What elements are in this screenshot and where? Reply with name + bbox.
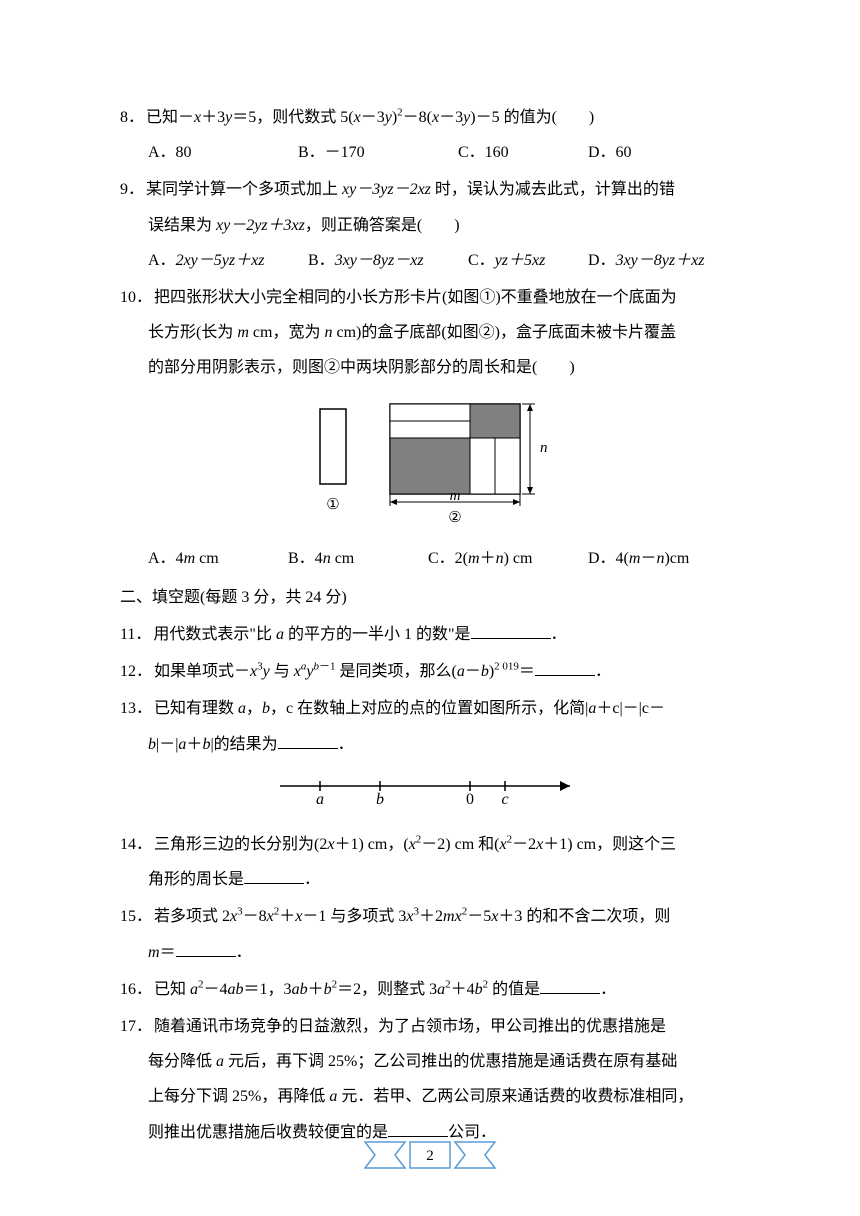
page-footer: 2 <box>360 1137 500 1186</box>
q15-text: 若多项式 2x3－8x2＋x－1 与多项式 3x3＋2mx2－5x＋3 的和不含… <box>154 899 740 934</box>
q14-number: 14． <box>120 827 152 862</box>
fig-label-1: ① <box>326 497 339 513</box>
q9-opt-b: B．3xy－8yz－xz <box>308 243 468 278</box>
q9-text: 某同学计算一个多项式加上 xy－3yz－2xz 时，误认为减去此式，计算出的错 <box>146 172 740 207</box>
q9-line2: 误结果为 xy－2yz＋3xz，则正确答案是( ) <box>120 208 740 243</box>
question-13: 13． 已知有理数 a，b，c 在数轴上对应的点的位置如图所示，化简|a＋c|－… <box>120 691 740 819</box>
q10-line1: 把四张形状大小完全相同的小长方形卡片(如图①)不重叠地放在一个底面为 <box>154 280 740 315</box>
svg-text:n: n <box>540 440 548 456</box>
q16-number: 16． <box>120 972 152 1007</box>
q17-number: 17． <box>120 1009 152 1044</box>
q15-number: 15． <box>120 899 152 934</box>
q10-figure: ① m <box>120 394 740 537</box>
q10-diagram-svg: ① m <box>290 394 570 524</box>
q8-opt-a: A．80 <box>148 135 298 170</box>
svg-text:b: b <box>376 791 384 806</box>
question-16: 16． 已知 a2－4ab＝1，3ab＋b2＝2，则整式 3a2＋4b2 的值是… <box>120 972 740 1007</box>
q10-line3: 的部分用阴影表示，则图②中两块阴影部分的周长和是( ) <box>120 350 740 385</box>
q9-number: 9． <box>120 172 144 207</box>
q10-line2: 长方形(长为 m cm，宽为 n cm)的盒子底部(如图②)，盒子底面未被卡片覆… <box>120 315 740 350</box>
q8-opt-b: B．－170 <box>298 135 458 170</box>
q14-text: 三角形三边的长分别为(2x＋1) cm，(x2－2) cm 和(x2－2x＋1)… <box>154 827 740 862</box>
question-10: 10． 把四张形状大小完全相同的小长方形卡片(如图①)不重叠地放在一个底面为 长… <box>120 280 740 576</box>
q10-opt-d: D．4(m－n)cm <box>588 541 689 576</box>
q10-opt-b: B．4n cm <box>288 541 428 576</box>
question-15: 15． 若多项式 2x3－8x2＋x－1 与多项式 3x3＋2mx2－5x＋3 … <box>120 899 740 969</box>
q16-text: 已知 a2－4ab＝1，3ab＋b2＝2，则整式 3a2＋4b2 的值是． <box>154 972 740 1007</box>
svg-text:m: m <box>450 488 461 504</box>
number-line-svg: a b 0 c <box>270 766 590 806</box>
blank-field <box>471 623 551 639</box>
question-12: 12． 如果单项式－x3y 与 xayb－1 是同类项，那么(a－b)2 019… <box>120 654 740 689</box>
blank-field <box>535 660 595 676</box>
fig-label-2: ② <box>448 510 461 524</box>
blank-field <box>176 941 236 957</box>
question-9: 9． 某同学计算一个多项式加上 xy－3yz－2xz 时，误认为减去此式，计算出… <box>120 172 740 278</box>
question-8: 8． 已知－x＋3y＝5，则代数式 5(x－3y)2－8(x－3y)－5 的值为… <box>120 100 740 170</box>
svg-text:0: 0 <box>466 791 474 806</box>
section-2-title: 二、填空题(每题 3 分，共 24 分) <box>120 580 740 615</box>
q10-number: 10． <box>120 280 152 315</box>
q8-opt-d: D．60 <box>588 135 718 170</box>
question-17: 17． 随着通讯市场竞争的日益激烈，为了占领市场，甲公司推出的优惠措施是 每分降… <box>120 1009 740 1150</box>
q10-options: A．4m cm B．4n cm C．2(m＋n) cm D．4(m－n)cm <box>120 541 740 576</box>
q9-options: A．2xy－5yz＋xz B．3xy－8yz－xz C．yz＋5xz D．3xy… <box>120 243 740 278</box>
q8-number: 8． <box>120 100 144 135</box>
q13-number: 13． <box>120 691 152 726</box>
q12-number: 12． <box>120 654 152 689</box>
q9-opt-d: D．3xy－8yz＋xz <box>588 243 704 278</box>
q10-opt-a: A．4m cm <box>148 541 288 576</box>
q14-line2: 角形的周长是． <box>120 862 740 897</box>
q11-number: 11． <box>120 617 151 652</box>
question-11: 11． 用代数式表示"比 a 的平方的一半小 1 的数"是． <box>120 617 740 652</box>
blank-field <box>278 733 338 749</box>
page-number-ribbon-icon: 2 <box>360 1137 500 1173</box>
q9-opt-c: C．yz＋5xz <box>468 243 588 278</box>
q17-line1: 随着通讯市场竞争的日益激烈，为了占领市场，甲公司推出的优惠措施是 <box>154 1009 740 1044</box>
q10-opt-c: C．2(m＋n) cm <box>428 541 588 576</box>
svg-text:c: c <box>501 791 508 806</box>
page-number: 2 <box>426 1148 434 1164</box>
q8-text: 已知－x＋3y＝5，则代数式 5(x－3y)2－8(x－3y)－5 的值为( ) <box>146 100 740 135</box>
blank-field <box>244 868 304 884</box>
svg-text:a: a <box>316 791 324 806</box>
q17-line2: 每分降低 a 元后，再下调 25%；乙公司推出的优惠措施是通话费在原有基础 <box>120 1044 740 1079</box>
q17-line3: 上每分下调 25%，再降低 a 元．若甲、乙两公司原来通话费的收费标准相同， <box>120 1079 740 1114</box>
q13-number-line: a b 0 c <box>120 766 740 819</box>
question-14: 14． 三角形三边的长分别为(2x＋1) cm，(x2－2) cm 和(x2－2… <box>120 827 740 897</box>
q13-line2: b|－|a＋b|的结果为． <box>120 727 740 762</box>
q11-text: 用代数式表示"比 a 的平方的一半小 1 的数"是． <box>153 617 740 652</box>
q13-text: 已知有理数 a，b，c 在数轴上对应的点的位置如图所示，化简|a＋c|－|c－ <box>154 691 740 726</box>
blank-field <box>540 978 600 994</box>
q12-text: 如果单项式－x3y 与 xayb－1 是同类项，那么(a－b)2 019＝． <box>154 654 740 689</box>
blank-field <box>388 1121 448 1137</box>
q9-opt-a: A．2xy－5yz＋xz <box>148 243 308 278</box>
q15-line2: m＝． <box>120 935 740 970</box>
q8-opt-c: C．160 <box>458 135 588 170</box>
q8-options: A．80 B．－170 C．160 D．60 <box>120 135 740 170</box>
